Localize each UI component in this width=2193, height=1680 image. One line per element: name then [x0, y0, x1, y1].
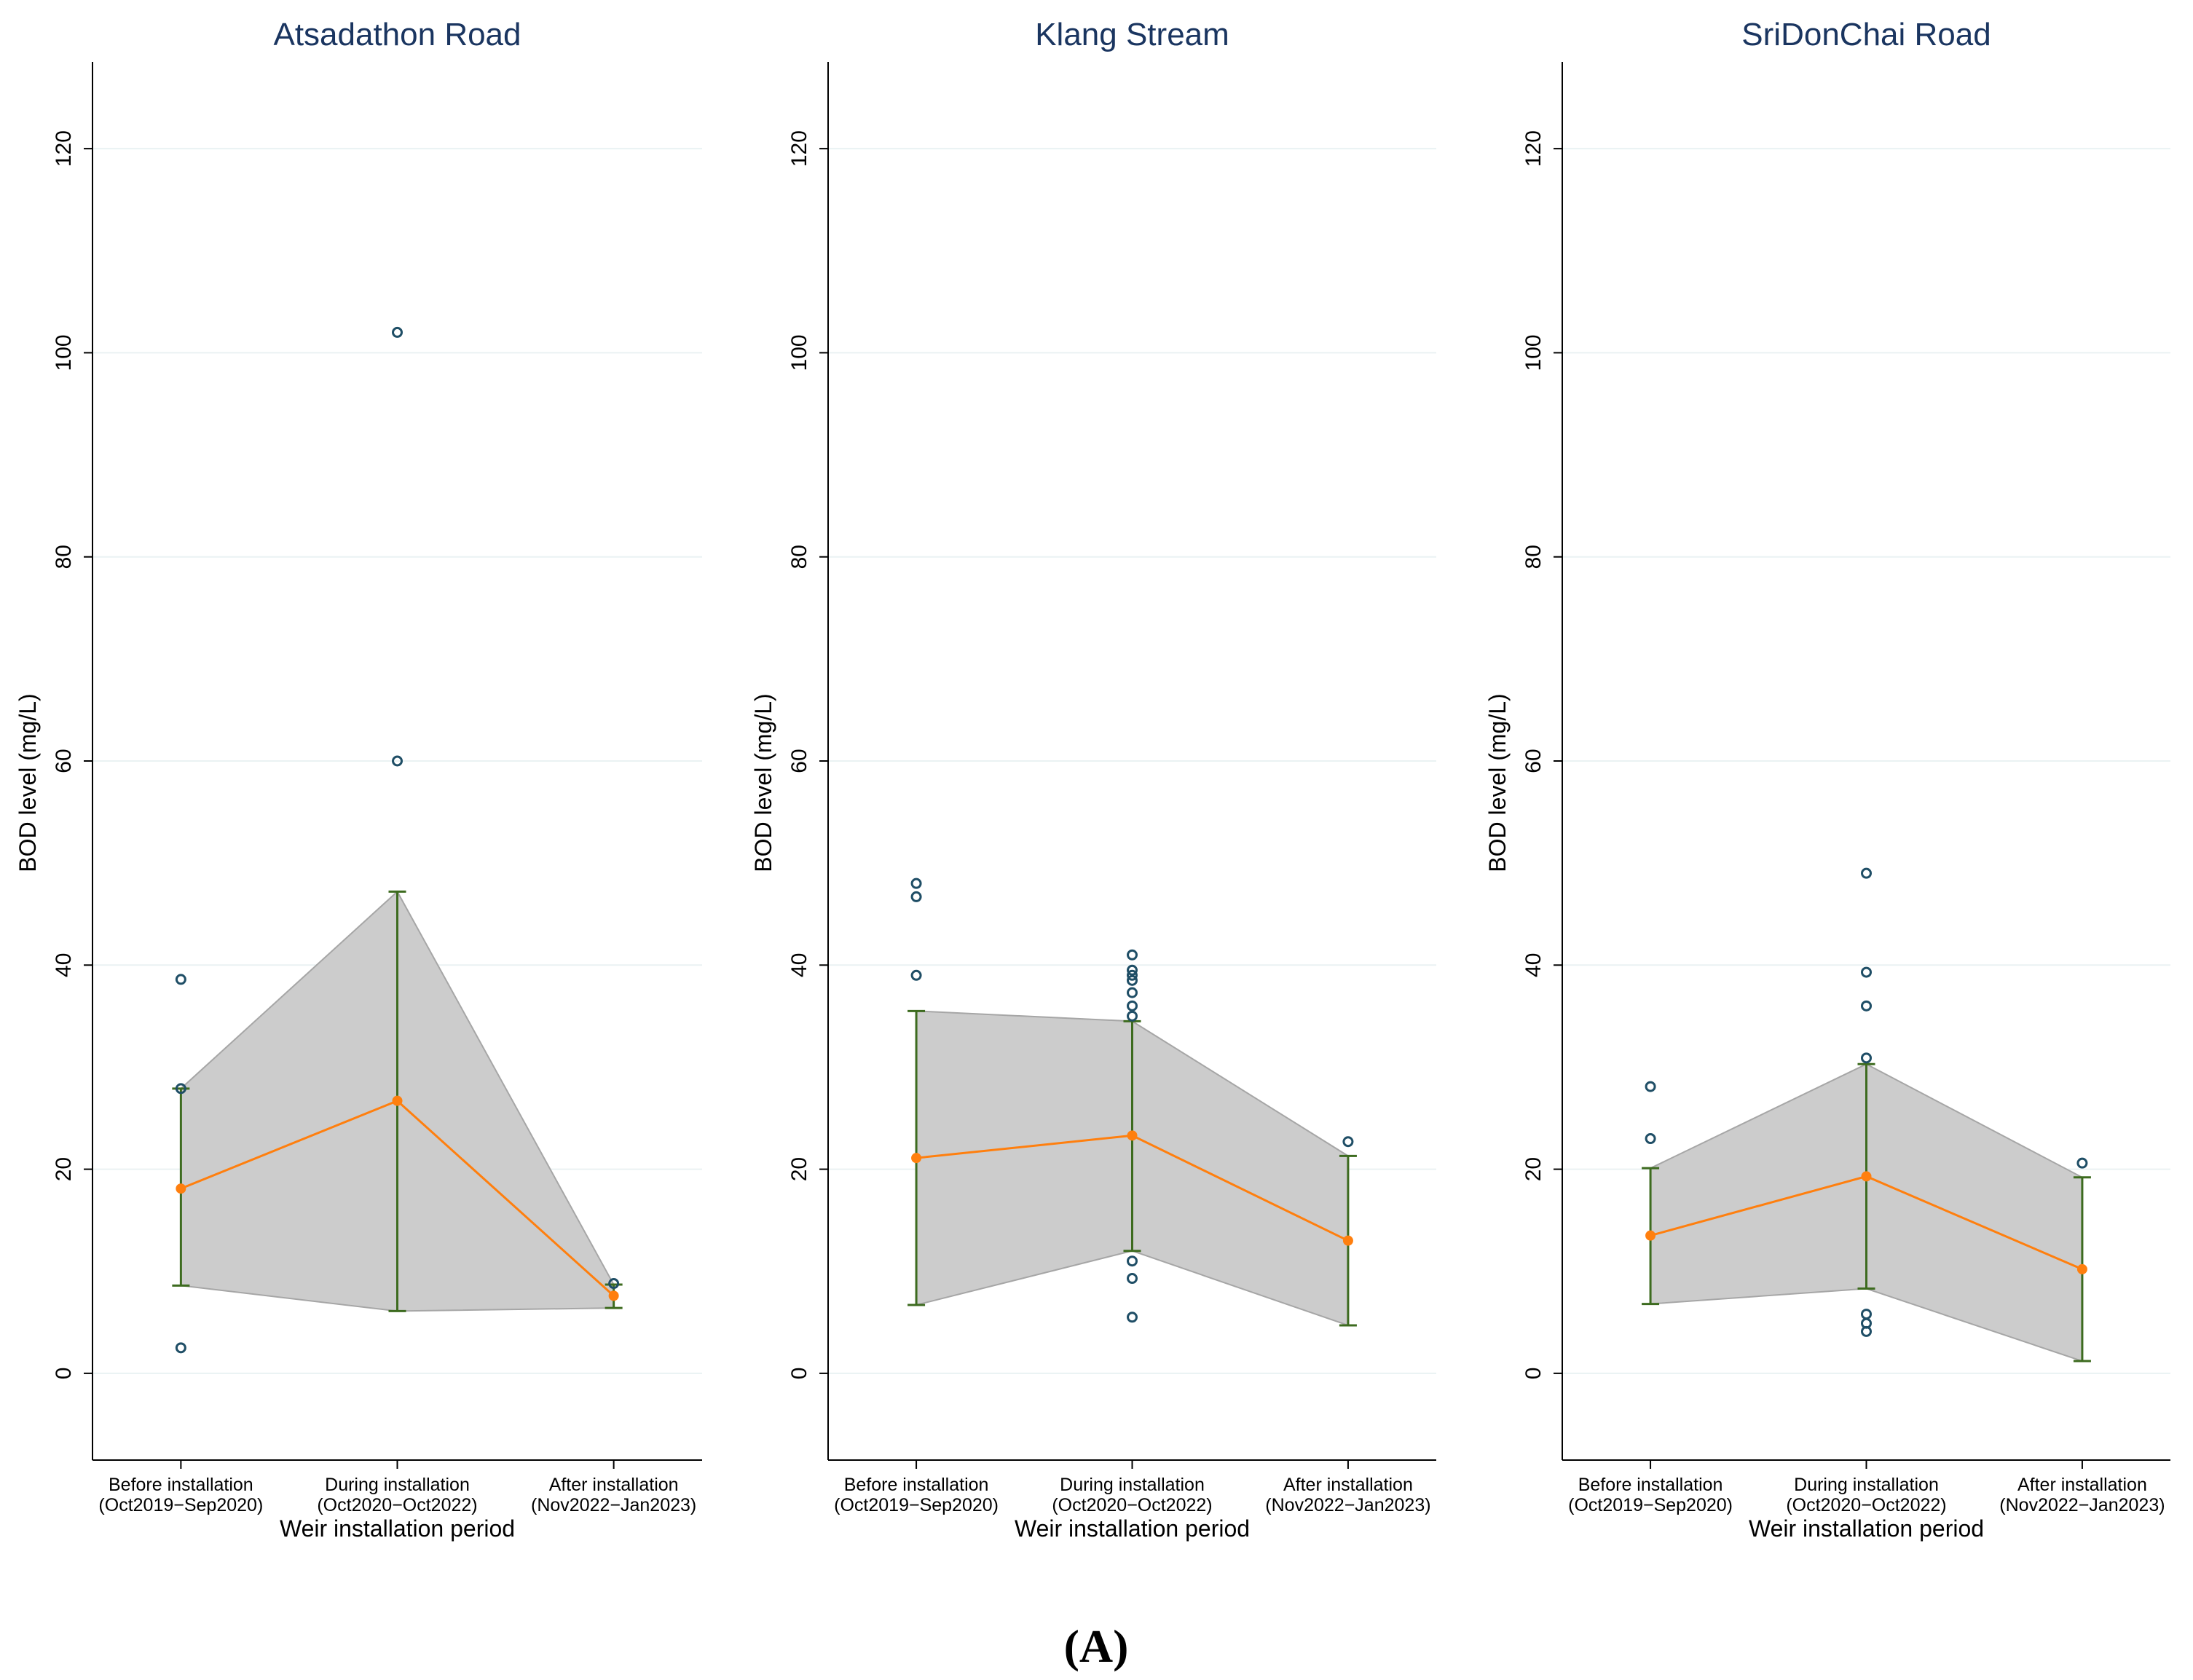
- x-category-sublabel: (Nov2022−Jan2023): [1999, 1495, 2165, 1515]
- figure-label: (A): [1064, 1620, 1129, 1672]
- y-axis-title: BOD level (mg/L): [15, 693, 41, 872]
- y-tick-label: 100: [52, 334, 76, 371]
- y-tick-label: 80: [1521, 545, 1546, 569]
- outlier-point: [1127, 974, 1138, 986]
- x-axis-title: Weir installation period: [1015, 1515, 1250, 1542]
- outlier-point: [175, 974, 186, 985]
- y-tick-label: 20: [787, 1157, 811, 1181]
- x-category-label: After installation: [1283, 1475, 1413, 1495]
- outlier-point: [1127, 1273, 1138, 1285]
- mean-point: [176, 1183, 186, 1194]
- x-category-sublabel: (Nov2022−Jan2023): [1265, 1495, 1430, 1515]
- x-category-sublabel: (Oct2019−Sep2020): [834, 1495, 999, 1515]
- x-category-label: Before installation: [109, 1475, 253, 1495]
- outlier-point: [1645, 1081, 1656, 1092]
- outlier-point: [2076, 1157, 2088, 1169]
- x-category-sublabel: (Oct2020−Oct2022): [317, 1495, 477, 1515]
- outlier-point: [1861, 966, 1872, 978]
- mean-point: [2076, 1263, 2087, 1274]
- outlier-point: [392, 755, 403, 767]
- outlier-point: [1861, 1052, 1872, 1064]
- y-tick-label: 60: [52, 749, 76, 773]
- y-tick-label: 20: [52, 1157, 76, 1181]
- x-category-label: Before installation: [844, 1475, 989, 1495]
- x-category-sublabel: (Nov2022−Jan2023): [531, 1495, 696, 1515]
- outlier-point: [1127, 1255, 1138, 1267]
- outlier-point: [1342, 1136, 1354, 1148]
- outlier-point: [1861, 867, 1872, 879]
- panel-title: SriDonChai Road: [1741, 17, 1991, 52]
- x-category-label: After installation: [2017, 1475, 2147, 1495]
- y-tick-label: 120: [787, 130, 811, 167]
- y-tick-label: 40: [787, 953, 811, 977]
- outlier-point: [1127, 964, 1138, 976]
- outlier-point: [1127, 1312, 1138, 1323]
- x-category-label: After installation: [549, 1475, 679, 1495]
- outlier-point: [910, 891, 922, 902]
- y-tick-label: 40: [52, 953, 76, 977]
- y-tick-label: 60: [1521, 749, 1546, 773]
- y-tick-label: 120: [1521, 130, 1546, 167]
- outlier-point: [910, 878, 922, 889]
- outlier-point: [1127, 969, 1138, 981]
- mean-point: [1127, 1130, 1138, 1141]
- outlier-point: [175, 1342, 186, 1354]
- x-category-sublabel: (Oct2019−Sep2020): [1568, 1495, 1733, 1515]
- outlier-point: [1127, 987, 1138, 998]
- mean-point: [1342, 1235, 1353, 1246]
- x-category-label: During installation: [1794, 1475, 1939, 1495]
- outlier-point: [608, 1278, 620, 1290]
- outlier-point: [392, 326, 403, 338]
- outlier-point: [1861, 1000, 1872, 1011]
- x-category-sublabel: (Oct2020−Oct2022): [1052, 1495, 1212, 1515]
- y-tick-label: 100: [787, 334, 811, 371]
- y-tick-label: 120: [52, 130, 76, 167]
- x-category-label: During installation: [325, 1475, 470, 1495]
- outlier-point: [1127, 1010, 1138, 1022]
- y-axis-title: BOD level (mg/L): [750, 693, 776, 872]
- mean-point: [392, 1095, 403, 1106]
- outlier-point: [1645, 1133, 1656, 1145]
- x-category-sublabel: (Oct2020−Oct2022): [1786, 1495, 1946, 1515]
- x-axis-title: Weir installation period: [1749, 1515, 1984, 1542]
- y-tick-label: 40: [1521, 953, 1546, 977]
- x-category-sublabel: (Oct2019−Sep2020): [98, 1495, 263, 1515]
- y-tick-label: 0: [1521, 1368, 1546, 1380]
- y-tick-label: 20: [1521, 1157, 1546, 1181]
- y-tick-label: 60: [787, 749, 811, 773]
- outlier-point: [910, 969, 922, 981]
- mean-point: [608, 1290, 619, 1301]
- mean-point: [1861, 1171, 1872, 1182]
- y-tick-label: 80: [787, 545, 811, 569]
- x-category-label: During installation: [1060, 1475, 1205, 1495]
- panel-title: Atsadathon Road: [273, 17, 521, 52]
- panel-title: Klang Stream: [1035, 17, 1229, 52]
- y-tick-label: 100: [1521, 334, 1546, 371]
- y-axis-title: BOD level (mg/L): [1484, 693, 1511, 872]
- outlier-point: [1861, 1325, 1872, 1337]
- y-tick-label: 0: [787, 1368, 811, 1380]
- y-tick-label: 80: [52, 545, 76, 569]
- x-axis-title: Weir installation period: [280, 1515, 515, 1542]
- y-tick-label: 0: [52, 1368, 76, 1380]
- outlier-point: [1127, 1000, 1138, 1011]
- outlier-point: [1127, 949, 1138, 961]
- x-category-label: Before installation: [1578, 1475, 1723, 1495]
- mean-point: [911, 1153, 922, 1164]
- outlier-point: [175, 1083, 186, 1095]
- mean-point: [1645, 1230, 1656, 1241]
